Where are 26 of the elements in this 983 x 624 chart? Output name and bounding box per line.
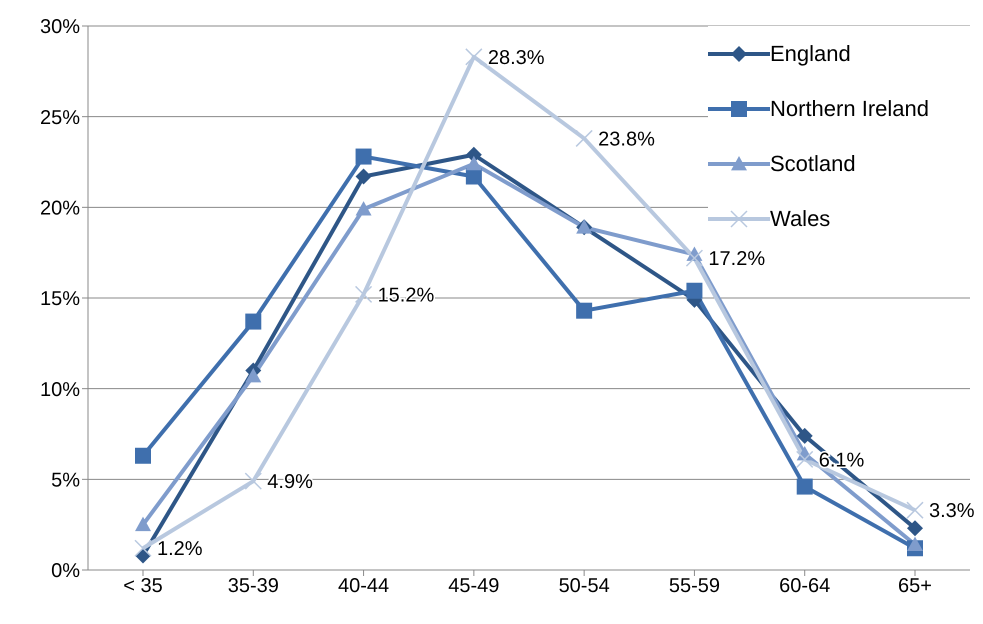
x-tick-label: 45-49 — [448, 575, 500, 598]
y-tick-label: 25% — [40, 106, 80, 129]
data-label: 3.3% — [929, 500, 975, 522]
y-tick-label: 15% — [40, 288, 80, 310]
data-label: 4.9% — [267, 471, 314, 494]
legend-label: Northern Ireland — [770, 96, 929, 122]
y-tick-label: 30% — [40, 16, 80, 38]
y-tick-label: 5% — [51, 469, 80, 492]
data-label: 17.2% — [708, 248, 766, 270]
x-tick-label: 50-54 — [558, 575, 610, 598]
x-tick-label: 35-39 — [228, 575, 279, 598]
data-label: 1.2% — [157, 538, 203, 560]
x-tick-label: 55-59 — [668, 575, 720, 598]
y-tick-label: 0% — [51, 560, 80, 582]
x-tick-label: 60-64 — [779, 575, 830, 598]
data-label: 15.2% — [378, 284, 434, 306]
y-tick-label: 20% — [40, 197, 80, 220]
data-label: 23.8% — [598, 128, 656, 150]
y-tick-label: 10% — [40, 378, 80, 401]
legend-label: Wales — [770, 206, 830, 232]
x-tick-label: < 35 — [123, 575, 163, 598]
legend-label: England — [770, 40, 851, 66]
legend-label: Scotland — [770, 150, 856, 176]
x-tick-label: 65+ — [898, 575, 932, 598]
x-tick-label: 40-44 — [338, 575, 390, 598]
data-label: 28.3% — [488, 46, 545, 69]
